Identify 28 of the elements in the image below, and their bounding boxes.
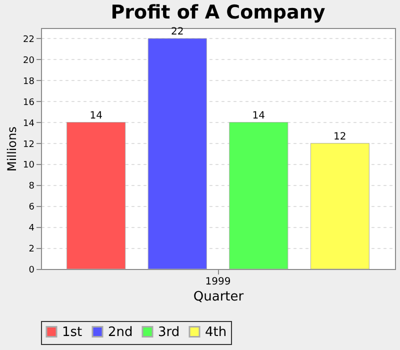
data-label: 14 (252, 110, 266, 122)
bar (310, 143, 370, 270)
y-tick-label: 6 (28, 202, 35, 213)
data-label: 12 (334, 131, 346, 142)
y-tick-label: 12 (23, 140, 34, 150)
data-label: 22 (170, 26, 184, 38)
y-tick-label: 10 (23, 160, 35, 171)
y-tick-label: 0 (28, 266, 35, 276)
bar (229, 122, 288, 270)
bar (66, 122, 126, 270)
y-tick-label: 8 (28, 182, 35, 192)
y-tick-label: 18 (23, 76, 35, 87)
legend-label: 4th (205, 324, 227, 340)
y-axis-title: Millions (5, 126, 20, 172)
y-tick-label: 2 (28, 244, 34, 255)
chart-title: Profit of A Company (110, 1, 326, 24)
x-tick-label: 1999 (205, 276, 231, 288)
data-label: 14 (90, 110, 102, 122)
y-tick-label: 22 (23, 34, 34, 45)
y-tick-label: 16 (23, 98, 35, 108)
y-tick-label: 4 (28, 224, 35, 234)
x-axis-title: Quarter (193, 290, 244, 304)
legend-label: 3rd (158, 324, 180, 340)
y-tick-label: 14 (23, 118, 35, 129)
legend-label: 2nd (108, 324, 133, 340)
y-tick-label: 20 (23, 56, 35, 66)
legend-label: 1st (62, 324, 82, 340)
bar (148, 38, 207, 270)
